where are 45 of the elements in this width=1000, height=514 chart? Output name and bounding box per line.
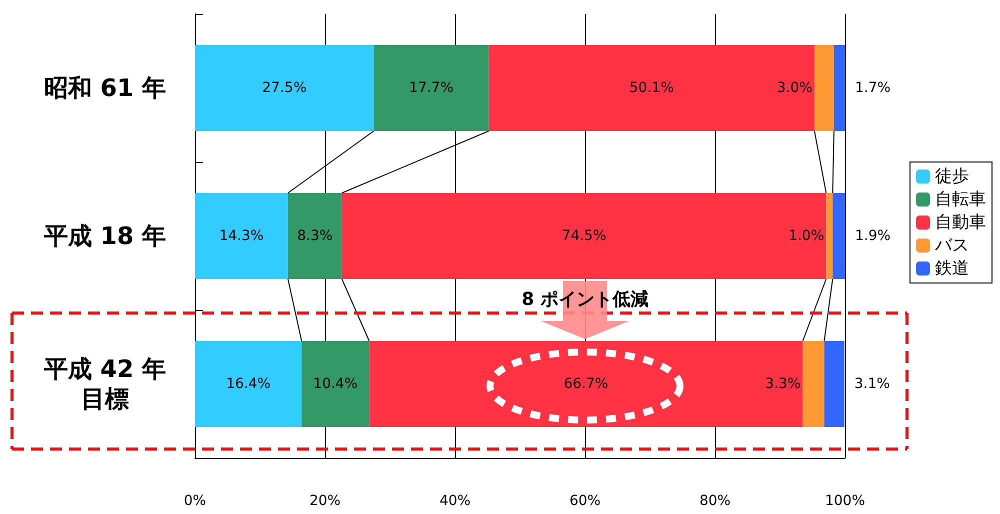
legend-label: 自転車 (935, 190, 986, 210)
data-label: 50.1% (629, 80, 674, 96)
y-tick-label: 昭和 61 年 (44, 74, 166, 102)
bar (824, 341, 844, 427)
bar (369, 341, 803, 427)
data-label: 1.0% (788, 228, 824, 244)
data-label: 66.7% (564, 376, 608, 392)
data-label: 3.1% (854, 376, 890, 392)
bar (288, 193, 342, 279)
x-tick-label: 80% (699, 493, 731, 509)
bar (488, 45, 814, 131)
bar (195, 45, 374, 131)
x-tick-label: 40% (439, 493, 471, 509)
bar (195, 341, 302, 427)
annotation: 8 ポイント低減 (522, 289, 648, 310)
bar (195, 193, 288, 279)
bar (832, 193, 845, 279)
data-label: 17.7% (409, 80, 454, 96)
legend-label: 自動車 (935, 212, 986, 232)
x-tick-label: 60% (569, 493, 601, 509)
data-label: 27.5% (262, 80, 307, 96)
x-tick-label: 0% (184, 493, 206, 509)
legend-label: 鉄道 (935, 258, 969, 278)
x-tick-label: 100% (824, 493, 866, 509)
data-label: 14.3% (219, 228, 264, 244)
bar (302, 341, 370, 427)
data-label: 1.7% (855, 80, 891, 96)
data-label: 3.0% (776, 80, 812, 96)
x-tick-label: 20% (309, 493, 341, 509)
legend-label: バス (934, 236, 969, 256)
data-label: 74.5% (562, 228, 606, 244)
data-label: 8.3% (297, 228, 333, 244)
bar (374, 45, 489, 131)
bar (802, 341, 824, 427)
bar (342, 193, 826, 279)
data-label: 3.3% (765, 376, 801, 392)
y-tick-label: 平成 42 年目標 (42, 355, 166, 413)
bar (826, 193, 833, 279)
y-tick-label: 平成 18 年 (42, 222, 166, 250)
data-label: 1.9% (855, 228, 891, 244)
bar (834, 45, 845, 131)
data-label: 16.4% (226, 376, 271, 392)
bar (814, 45, 834, 131)
data-label: 10.4% (313, 376, 358, 392)
legend-label: 徒歩 (935, 166, 969, 186)
